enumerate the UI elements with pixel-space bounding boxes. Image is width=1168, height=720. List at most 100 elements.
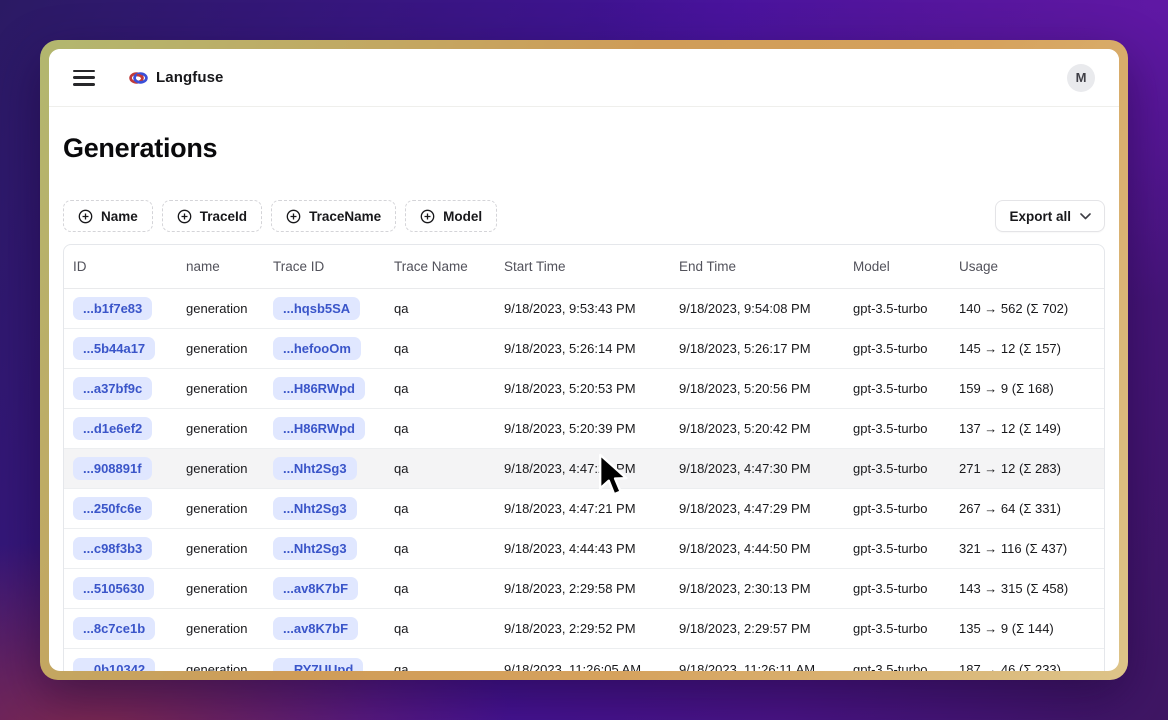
name-cell: generation xyxy=(186,501,248,516)
avatar[interactable]: M xyxy=(1067,63,1095,92)
name-cell: generation xyxy=(186,541,248,556)
plus-circle-icon xyxy=(286,209,301,224)
column-header-trace-id[interactable]: Trace ID xyxy=(273,259,325,274)
end-time-cell: 9/18/2023, 5:26:17 PM xyxy=(679,341,811,356)
start-time-cell: 9/18/2023, 4:44:43 PM xyxy=(504,541,636,556)
model-cell: gpt-3.5-turbo xyxy=(853,541,928,556)
id-badge[interactable]: ...d1e6ef2 xyxy=(73,417,153,440)
filter-button-model[interactable]: Model xyxy=(405,200,498,232)
end-time-cell: 9/18/2023, 2:29:57 PM xyxy=(679,621,811,636)
page: Generations Name TraceId xyxy=(49,133,1119,671)
id-badge[interactable]: ...b1f7e83 xyxy=(73,297,153,320)
trace-id-badge[interactable]: ...hefooOm xyxy=(273,337,361,360)
id-badge[interactable]: ...250fc6e xyxy=(73,497,152,520)
trace-name-cell: qa xyxy=(394,461,409,476)
column-header-start-time[interactable]: Start Time xyxy=(504,259,566,274)
table-row[interactable]: ...0b10342 generation ...RY7UUpd qa 9/18… xyxy=(64,649,1104,671)
filter-label: TraceName xyxy=(309,208,382,224)
end-time-cell: 9/18/2023, 4:47:29 PM xyxy=(679,501,811,516)
start-time-cell: 9/18/2023, 11:26:05 AM xyxy=(504,661,642,672)
column-header-end-time[interactable]: End Time xyxy=(679,259,737,274)
trace-name-cell: qa xyxy=(394,581,409,596)
model-cell: gpt-3.5-turbo xyxy=(853,301,928,316)
chevron-down-icon xyxy=(1080,212,1091,220)
filter-button-tracename[interactable]: TraceName xyxy=(271,200,397,232)
table-row[interactable]: ...8c7ce1b generation ...av8K7bF qa 9/18… xyxy=(64,609,1104,649)
generations-table: ID name Trace ID Trace Name Start Time E… xyxy=(63,244,1105,671)
column-header-trace-name[interactable]: Trace Name xyxy=(394,259,468,274)
end-time-cell: 9/18/2023, 2:30:13 PM xyxy=(679,581,811,596)
name-cell: generation xyxy=(186,621,248,636)
trace-id-badge[interactable]: ...Nht2Sg3 xyxy=(273,457,357,480)
trace-id-badge[interactable]: ...H86RWpd xyxy=(273,377,365,400)
brand[interactable]: Langfuse xyxy=(129,69,223,86)
page-title: Generations xyxy=(63,133,218,163)
start-time-cell: 9/18/2023, 5:20:53 PM xyxy=(504,381,636,396)
id-badge[interactable]: ...5105630 xyxy=(73,577,155,600)
start-time-cell: 9/18/2023, 2:29:58 PM xyxy=(504,581,636,596)
trace-name-cell: qa xyxy=(394,661,409,672)
app-window: Langfuse M Generations Name TraceId xyxy=(40,40,1128,680)
model-cell: gpt-3.5-turbo xyxy=(853,421,928,436)
column-header-name[interactable]: name xyxy=(186,259,220,274)
usage-cell: 140 → 562 (Σ 702) xyxy=(959,301,1069,316)
name-cell: generation xyxy=(186,301,248,316)
trace-id-badge[interactable]: ...H86RWpd xyxy=(273,417,365,440)
export-all-button[interactable]: Export all xyxy=(995,200,1105,232)
export-all-label: Export all xyxy=(1009,208,1071,224)
name-cell: generation xyxy=(186,461,248,476)
trace-name-cell: qa xyxy=(394,381,409,396)
menu-button[interactable] xyxy=(73,69,95,86)
trace-id-badge[interactable]: ...hqsb5SA xyxy=(273,297,361,320)
model-cell: gpt-3.5-turbo xyxy=(853,621,928,636)
end-time-cell: 9/18/2023, 5:20:42 PM xyxy=(679,421,811,436)
name-cell: generation xyxy=(186,661,248,672)
table-row[interactable]: ...250fc6e generation ...Nht2Sg3 qa 9/18… xyxy=(64,489,1104,529)
plus-circle-icon xyxy=(78,209,93,224)
trace-id-badge[interactable]: ...Nht2Sg3 xyxy=(273,537,357,560)
filter-label: Name xyxy=(101,208,138,224)
table-row[interactable]: ...5105630 generation ...av8K7bF qa 9/18… xyxy=(64,569,1104,609)
name-cell: generation xyxy=(186,381,248,396)
trace-id-badge[interactable]: ...av8K7bF xyxy=(273,617,359,640)
table-row[interactable]: ...a37bf9c generation ...H86RWpd qa 9/18… xyxy=(64,369,1104,409)
model-cell: gpt-3.5-turbo xyxy=(853,341,928,356)
id-badge[interactable]: ...0b10342 xyxy=(73,657,156,671)
usage-cell: 321 → 116 (Σ 437) xyxy=(959,541,1068,556)
end-time-cell: 9/18/2023, 4:47:30 PM xyxy=(679,461,811,476)
usage-cell: 271 → 12 (Σ 283) xyxy=(959,461,1061,476)
id-badge[interactable]: ...c98f3b3 xyxy=(73,537,153,560)
usage-cell: 135 → 9 (Σ 144) xyxy=(959,621,1054,636)
app-screen: Langfuse M Generations Name TraceId xyxy=(49,49,1119,671)
id-badge[interactable]: ...8c7ce1b xyxy=(73,617,156,640)
usage-cell: 159 → 9 (Σ 168) xyxy=(959,381,1054,396)
column-header-model[interactable]: Model xyxy=(853,259,890,274)
model-cell: gpt-3.5-turbo xyxy=(853,461,928,476)
id-badge[interactable]: ...a37bf9c xyxy=(73,377,153,400)
trace-name-cell: qa xyxy=(394,341,409,356)
end-time-cell: 9/18/2023, 11:26:11 AM xyxy=(679,661,816,672)
trace-id-badge[interactable]: ...av8K7bF xyxy=(273,577,359,600)
column-header-usage[interactable]: Usage xyxy=(959,259,999,274)
filter-label: Model xyxy=(443,208,483,224)
trace-id-badge[interactable]: ...Nht2Sg3 xyxy=(273,497,357,520)
id-badge[interactable]: ...5b44a17 xyxy=(73,337,156,360)
usage-cell: 187 → 46 (Σ 233) xyxy=(959,661,1061,672)
filter-label: TraceId xyxy=(199,208,248,224)
trace-name-cell: qa xyxy=(394,301,409,316)
filter-button-traceid[interactable]: TraceId xyxy=(161,200,263,232)
topbar: Langfuse M xyxy=(49,49,1119,107)
table-row[interactable]: ...908891f generation ...Nht2Sg3 qa 9/18… xyxy=(64,449,1104,489)
plus-circle-icon xyxy=(177,209,192,224)
table-row[interactable]: ...d1e6ef2 generation ...H86RWpd qa 9/18… xyxy=(64,409,1104,449)
plus-circle-icon xyxy=(420,209,435,224)
table-row[interactable]: ...5b44a17 generation ...hefooOm qa 9/18… xyxy=(64,329,1104,369)
langfuse-logo-icon xyxy=(129,71,148,85)
table-row[interactable]: ...b1f7e83 generation ...hqsb5SA qa 9/18… xyxy=(64,289,1104,329)
table-row[interactable]: ...c98f3b3 generation ...Nht2Sg3 qa 9/18… xyxy=(64,529,1104,569)
trace-id-badge[interactable]: ...RY7UUpd xyxy=(273,657,364,671)
name-cell: generation xyxy=(186,421,248,436)
filter-button-name[interactable]: Name xyxy=(63,200,153,232)
id-badge[interactable]: ...908891f xyxy=(73,457,152,480)
column-header-id[interactable]: ID xyxy=(73,259,87,274)
